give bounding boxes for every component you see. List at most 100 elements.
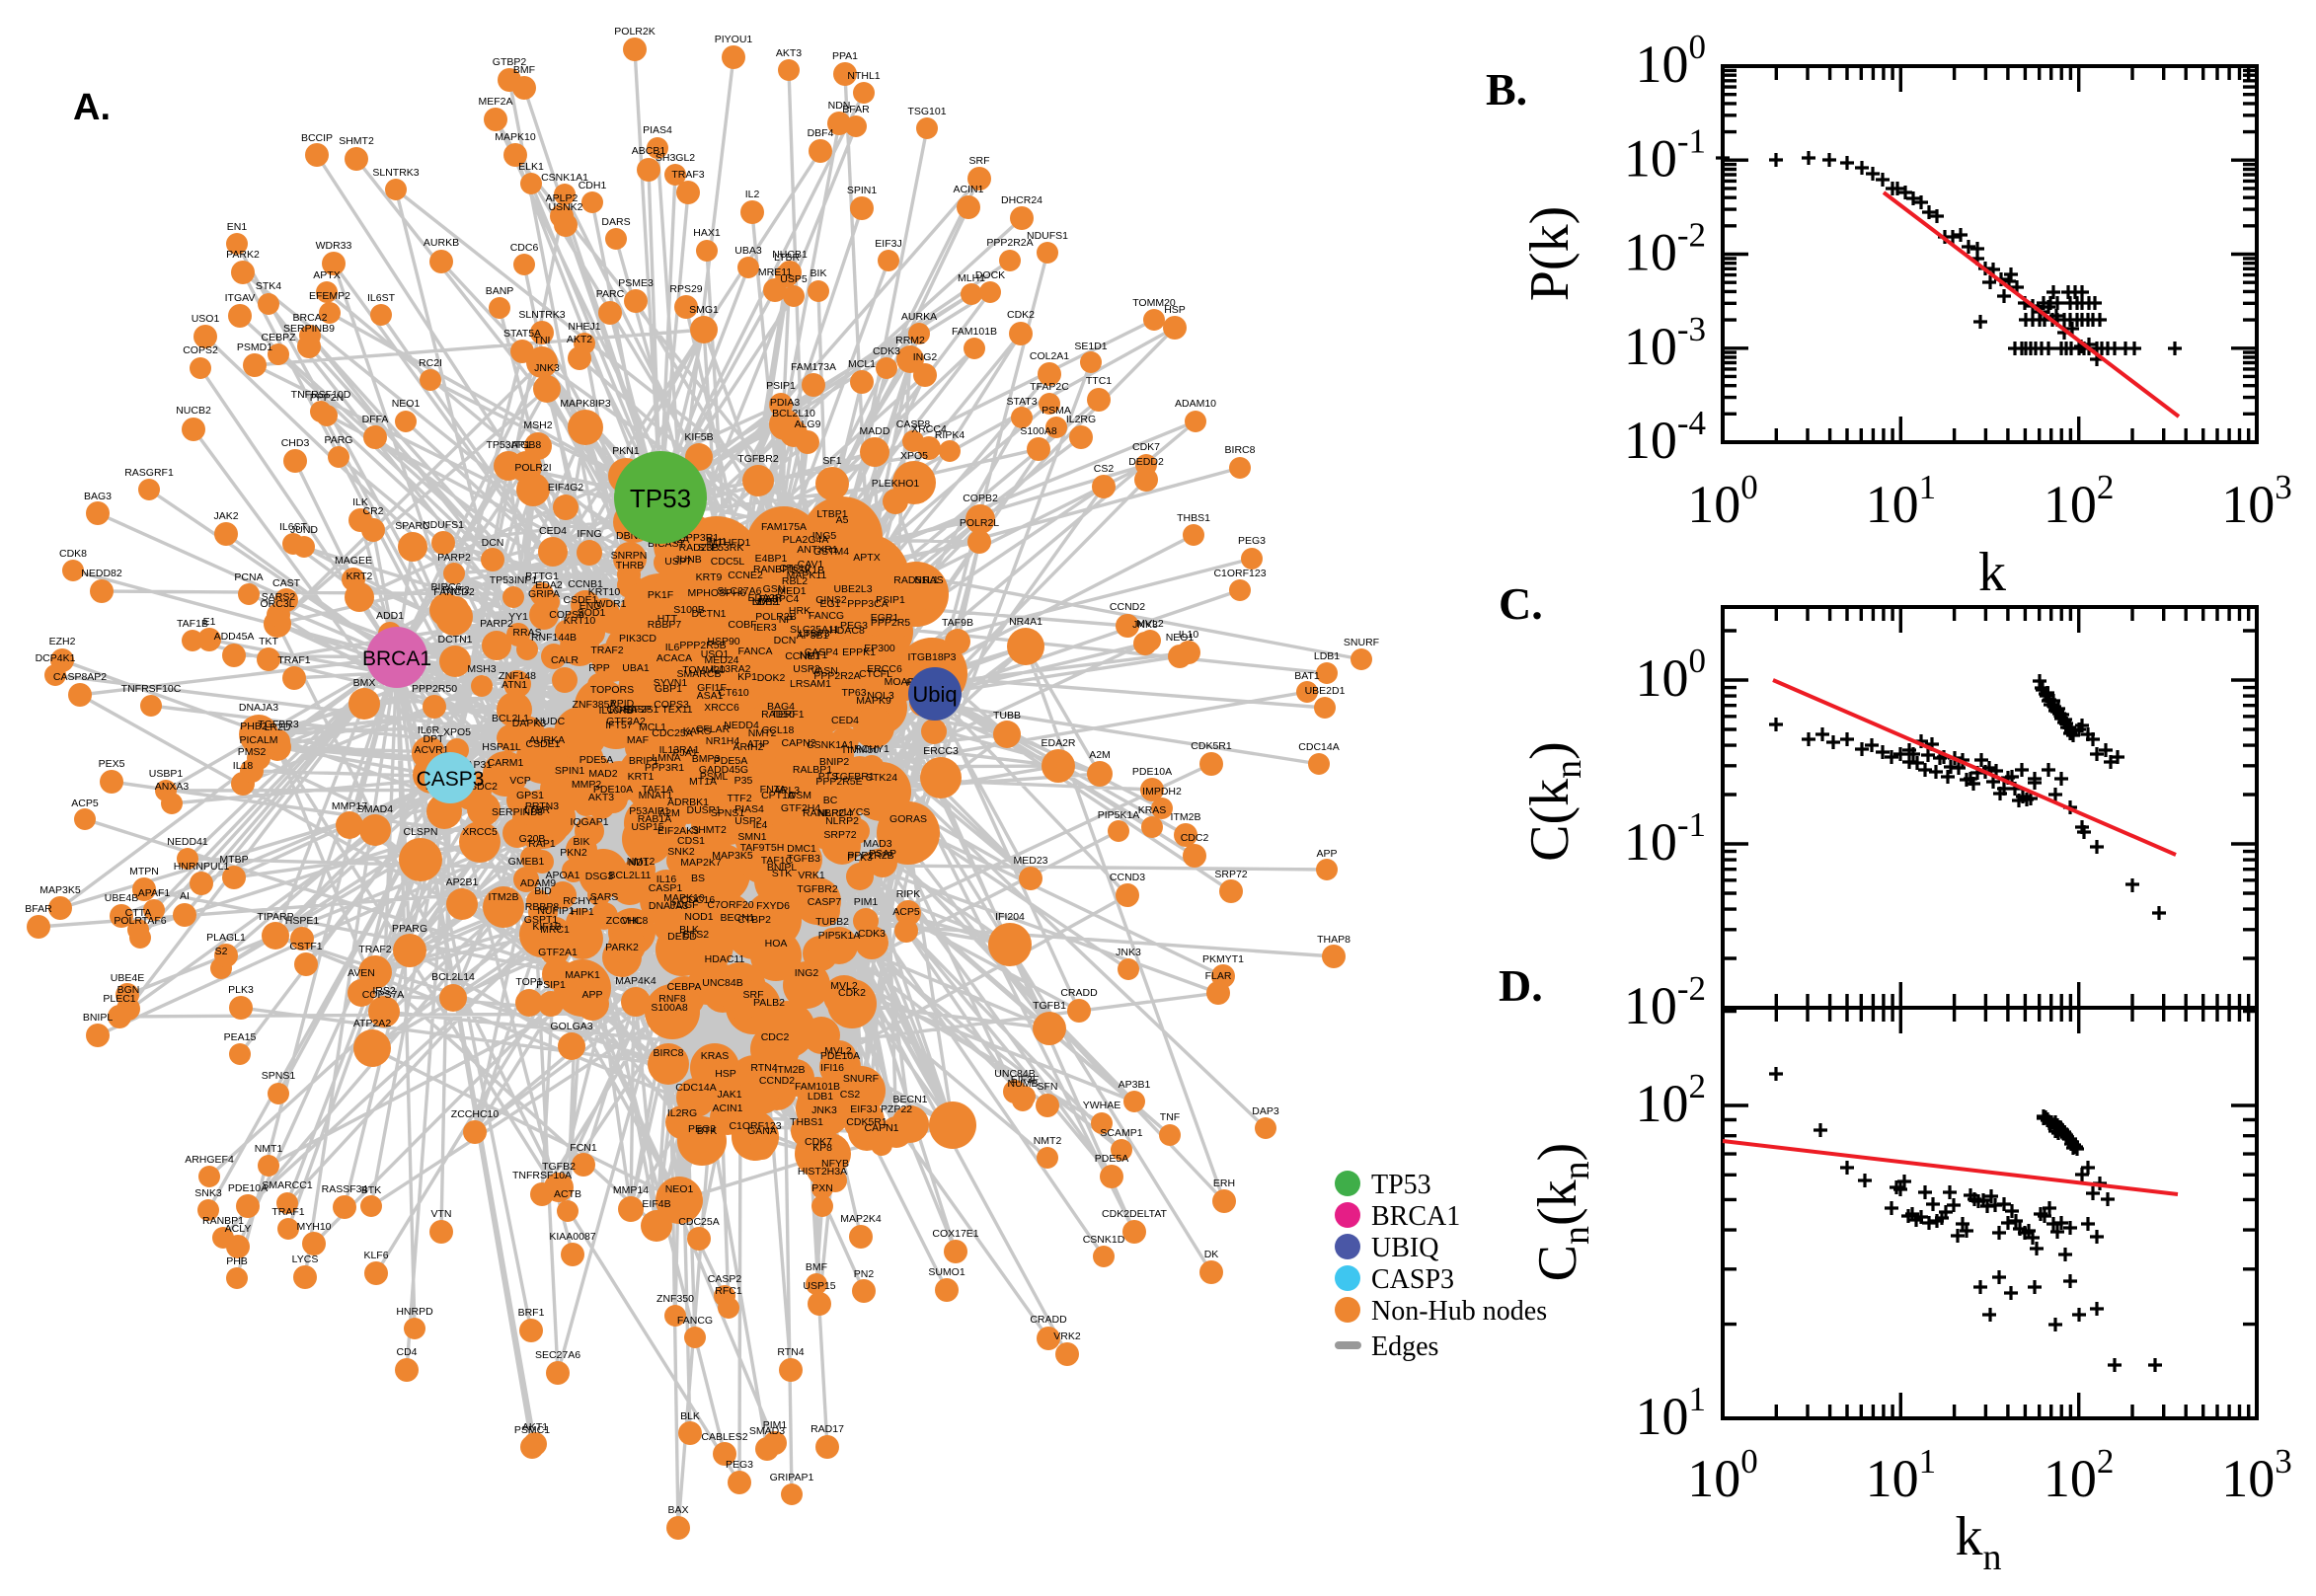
svg-text:SARS2: SARS2: [262, 591, 296, 603]
svg-text:TRAF1: TRAF1: [277, 654, 310, 666]
svg-text:IER3: IER3: [753, 622, 777, 634]
svg-text:BS: BS: [691, 873, 705, 884]
svg-text:APP: APP: [581, 989, 602, 1001]
svg-text:TIMM50: TIMM50: [841, 744, 880, 756]
svg-text:KP1: KP1: [737, 671, 757, 683]
svg-text:kn: kn: [1956, 1506, 2002, 1578]
svg-text:PPP2R2A: PPP2R2A: [986, 237, 1033, 249]
svg-text:CCNB1: CCNB1: [568, 578, 603, 590]
svg-text:CDK2: CDK2: [838, 987, 866, 999]
svg-text:E4BP1: E4BP1: [755, 553, 788, 565]
svg-text:FXYD6: FXYD6: [756, 900, 790, 912]
svg-text:HIST2H3A: HIST2H3A: [798, 1166, 847, 1178]
svg-text:100: 100: [1687, 1442, 1758, 1508]
svg-text:EP300: EP300: [864, 643, 895, 654]
svg-text:PLAGL1: PLAGL1: [206, 932, 246, 944]
svg-text:ITGB18P3: ITGB18P3: [907, 651, 956, 663]
svg-text:P53AIP1: P53AIP1: [629, 805, 670, 817]
svg-text:MAPK1: MAPK1: [565, 969, 600, 981]
svg-text:NDUFS1: NDUFS1: [423, 519, 464, 531]
svg-text:JAK1: JAK1: [717, 1089, 741, 1101]
svg-text:ACACA: ACACA: [656, 652, 692, 664]
svg-text:TIPARP: TIPARP: [257, 911, 293, 923]
svg-text:ZCCHC8: ZCCHC8: [606, 915, 649, 927]
svg-text:SRF: SRF: [743, 989, 764, 1001]
svg-text:CARM1: CARM1: [488, 757, 524, 769]
svg-text:TGFBR1: TGFBR1: [833, 771, 875, 783]
svg-text:BLK: BLK: [679, 924, 699, 936]
svg-text:EGR1: EGR1: [871, 612, 899, 624]
svg-text:NUMB: NUMB: [1008, 1078, 1039, 1090]
svg-text:PDE5A: PDE5A: [579, 754, 613, 766]
svg-text:PRTN3: PRTN3: [525, 800, 559, 812]
svg-text:Edges: Edges: [1371, 1331, 1438, 1362]
svg-text:DCN: DCN: [482, 537, 504, 549]
svg-text:VCP: VCP: [509, 775, 531, 787]
svg-text:KP8: KP8: [812, 1142, 832, 1154]
svg-text:HSP: HSP: [715, 1068, 736, 1080]
svg-text:HAX1: HAX1: [693, 227, 721, 239]
svg-text:BCL2L10: BCL2L10: [772, 408, 815, 419]
svg-text:PPA1: PPA1: [832, 50, 858, 62]
svg-text:ARHGEF4: ARHGEF4: [185, 1154, 234, 1166]
svg-text:VTN: VTN: [431, 1208, 452, 1220]
svg-text:IFI204: IFI204: [995, 911, 1025, 923]
svg-text:GSPT1: GSPT1: [524, 914, 559, 926]
svg-text:102: 102: [2044, 1442, 2115, 1508]
svg-text:CFLAR: CFLAR: [696, 723, 731, 735]
svg-text:UBA1: UBA1: [622, 662, 650, 674]
svg-text:STP53RK: STP53RK: [698, 542, 744, 554]
svg-text:SERPINB9: SERPINB9: [283, 323, 335, 335]
svg-text:BRCA1: BRCA1: [362, 647, 431, 670]
svg-text:MCL1: MCL1: [639, 722, 666, 733]
svg-text:USP5: USP5: [780, 273, 808, 285]
svg-text:MMP14: MMP14: [613, 1184, 649, 1196]
svg-text:BIRC8: BIRC8: [1225, 444, 1256, 456]
svg-text:COPS6: COPS6: [549, 609, 584, 621]
svg-text:STAT5A: STAT5A: [503, 328, 541, 340]
svg-text:CR2: CR2: [362, 505, 383, 517]
svg-text:EIF2S1: EIF2S1: [624, 704, 658, 716]
svg-text:MEF2A: MEF2A: [478, 96, 512, 108]
svg-text:PSMD1: PSMD1: [237, 342, 272, 353]
svg-text:DAPK3: DAPK3: [512, 718, 547, 729]
svg-text:ITM2B: ITM2B: [1171, 811, 1201, 823]
svg-text:PSML: PSML: [700, 771, 729, 783]
svg-text:TAF9B: TAF9B: [942, 617, 973, 629]
svg-text:10-2: 10-2: [1624, 216, 1706, 282]
svg-text:RPS29: RPS29: [669, 283, 702, 295]
svg-text:NEO1: NEO1: [665, 1183, 694, 1195]
svg-text:SHMT2: SHMT2: [339, 135, 374, 147]
svg-text:AVEN: AVEN: [347, 967, 375, 979]
svg-text:ITGAV: ITGAV: [225, 292, 256, 304]
svg-text:SNURF: SNURF: [843, 1073, 879, 1085]
svg-text:CRADD: CRADD: [1030, 1314, 1067, 1326]
svg-text:RFC1: RFC1: [715, 1285, 742, 1297]
svg-text:CASP7: CASP7: [808, 896, 842, 908]
svg-text:CDK2DELTAT: CDK2DELTAT: [1102, 1208, 1168, 1220]
svg-text:USP2: USP2: [734, 815, 762, 827]
svg-text:103: 103: [2221, 1442, 2292, 1508]
svg-text:GBP1: GBP1: [655, 683, 682, 695]
svg-text:NUCB1: NUCB1: [772, 249, 808, 261]
svg-text:TSG101: TSG101: [907, 106, 946, 117]
svg-text:SLC25A11: SLC25A11: [790, 624, 839, 636]
svg-text:EN1: EN1: [227, 221, 248, 233]
svg-text:MVL2: MVL2: [824, 1045, 852, 1057]
svg-text:SUMO1: SUMO1: [928, 1266, 965, 1278]
svg-text:COPS3: COPS3: [654, 699, 689, 711]
svg-text:MRE11: MRE11: [758, 266, 792, 278]
svg-text:PK1F: PK1F: [648, 589, 673, 601]
svg-text:NEDD82: NEDD82: [81, 568, 122, 579]
svg-text:CDC2: CDC2: [1181, 832, 1209, 844]
svg-text:DNAJA3: DNAJA3: [239, 702, 278, 714]
svg-text:Ubiq: Ubiq: [912, 682, 957, 707]
svg-text:FAM101B: FAM101B: [795, 1081, 840, 1093]
svg-text:RAD17: RAD17: [811, 1423, 844, 1435]
svg-text:SNURF: SNURF: [1344, 637, 1379, 648]
svg-text:COPS7A: COPS7A: [362, 989, 405, 1001]
svg-text:GRIPA: GRIPA: [528, 588, 560, 600]
svg-text:TKT: TKT: [259, 636, 278, 647]
svg-text:POLR2I: POLR2I: [514, 462, 551, 474]
svg-text:YY1: YY1: [508, 611, 528, 623]
